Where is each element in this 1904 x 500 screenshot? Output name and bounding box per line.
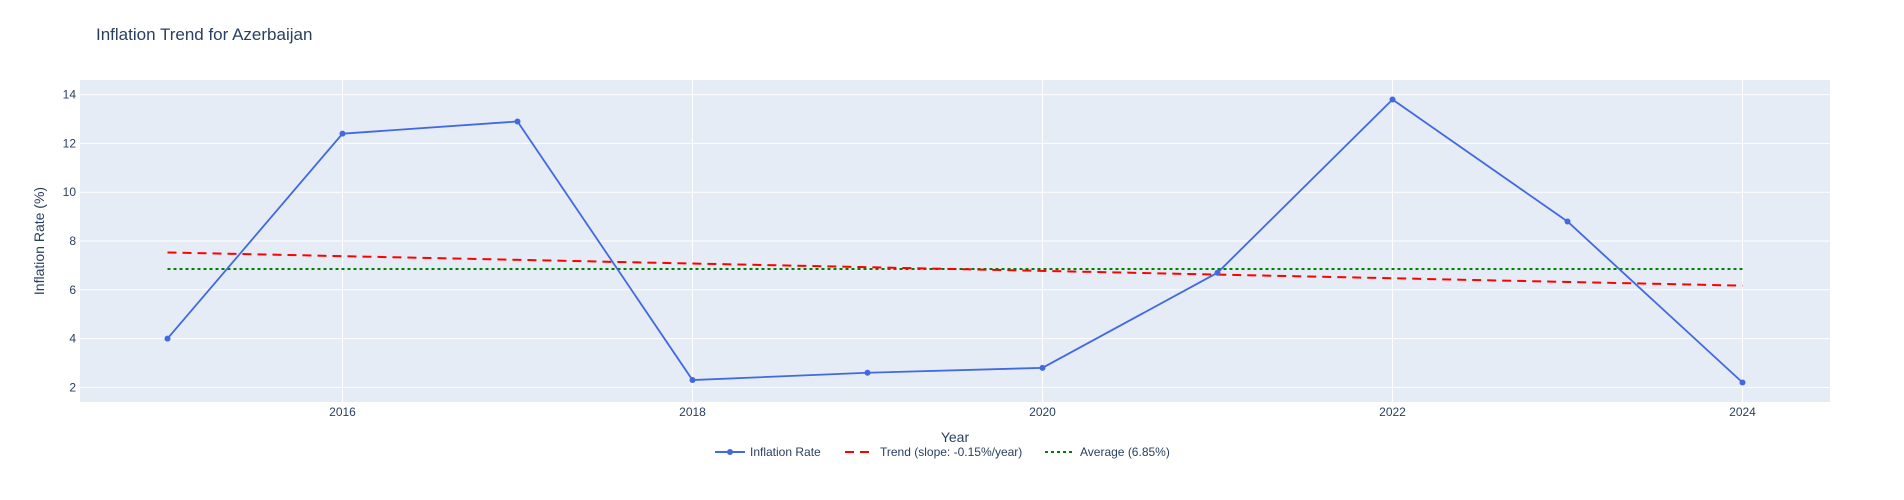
data-point — [1564, 218, 1571, 225]
x-tick-label: 2020 — [1029, 405, 1056, 419]
y-tick-label: 4 — [69, 332, 76, 346]
y-tick-label: 2 — [69, 380, 76, 394]
y-axis: 2 4 6 8 10 12 14 — [63, 88, 77, 395]
legend-label: Inflation Rate — [750, 445, 821, 459]
data-point — [339, 130, 346, 137]
data-point — [864, 369, 871, 376]
legend-label: Average (6.85%) — [1080, 445, 1170, 459]
x-axis-label: Year — [941, 429, 970, 445]
data-point — [689, 377, 696, 384]
data-point — [1039, 364, 1046, 371]
chart-title: Inflation Trend for Azerbaijan — [96, 25, 312, 44]
x-tick-label: 2018 — [679, 405, 706, 419]
data-point — [514, 118, 521, 125]
y-tick-label: 12 — [63, 136, 77, 150]
series-line-0 — [166, 98, 1744, 384]
y-tick-label: 8 — [69, 234, 76, 248]
x-tick-label: 2022 — [1379, 405, 1406, 419]
data-point — [1739, 379, 1746, 386]
data-point — [1389, 96, 1396, 103]
y-tick-label: 10 — [63, 185, 77, 199]
data-point — [164, 335, 171, 342]
y-tick-label: 14 — [63, 88, 77, 102]
legend-marker — [727, 449, 733, 455]
series-line-1 — [167, 251, 1743, 287]
x-tick-label: 2016 — [329, 405, 356, 419]
legend-item-0: Inflation Rate — [715, 445, 821, 459]
data-point — [1214, 269, 1221, 276]
series-layer — [164, 96, 1746, 386]
x-tick-label: 2024 — [1729, 405, 1756, 419]
y-tick-label: 6 — [69, 283, 76, 297]
y-axis-label: Inflation Rate (%) — [31, 187, 47, 295]
legend-item-1: Trend (slope: -0.15%/year) — [845, 445, 1022, 459]
x-axis: 2016 2018 2020 2022 2024 — [329, 405, 1756, 419]
grid — [80, 80, 1830, 402]
legend-item-2: Average (6.85%) — [1045, 445, 1170, 459]
legend: Inflation Rate Trend (slope: -0.15%/year)… — [715, 445, 1170, 459]
legend-label: Trend (slope: -0.15%/year) — [880, 445, 1022, 459]
